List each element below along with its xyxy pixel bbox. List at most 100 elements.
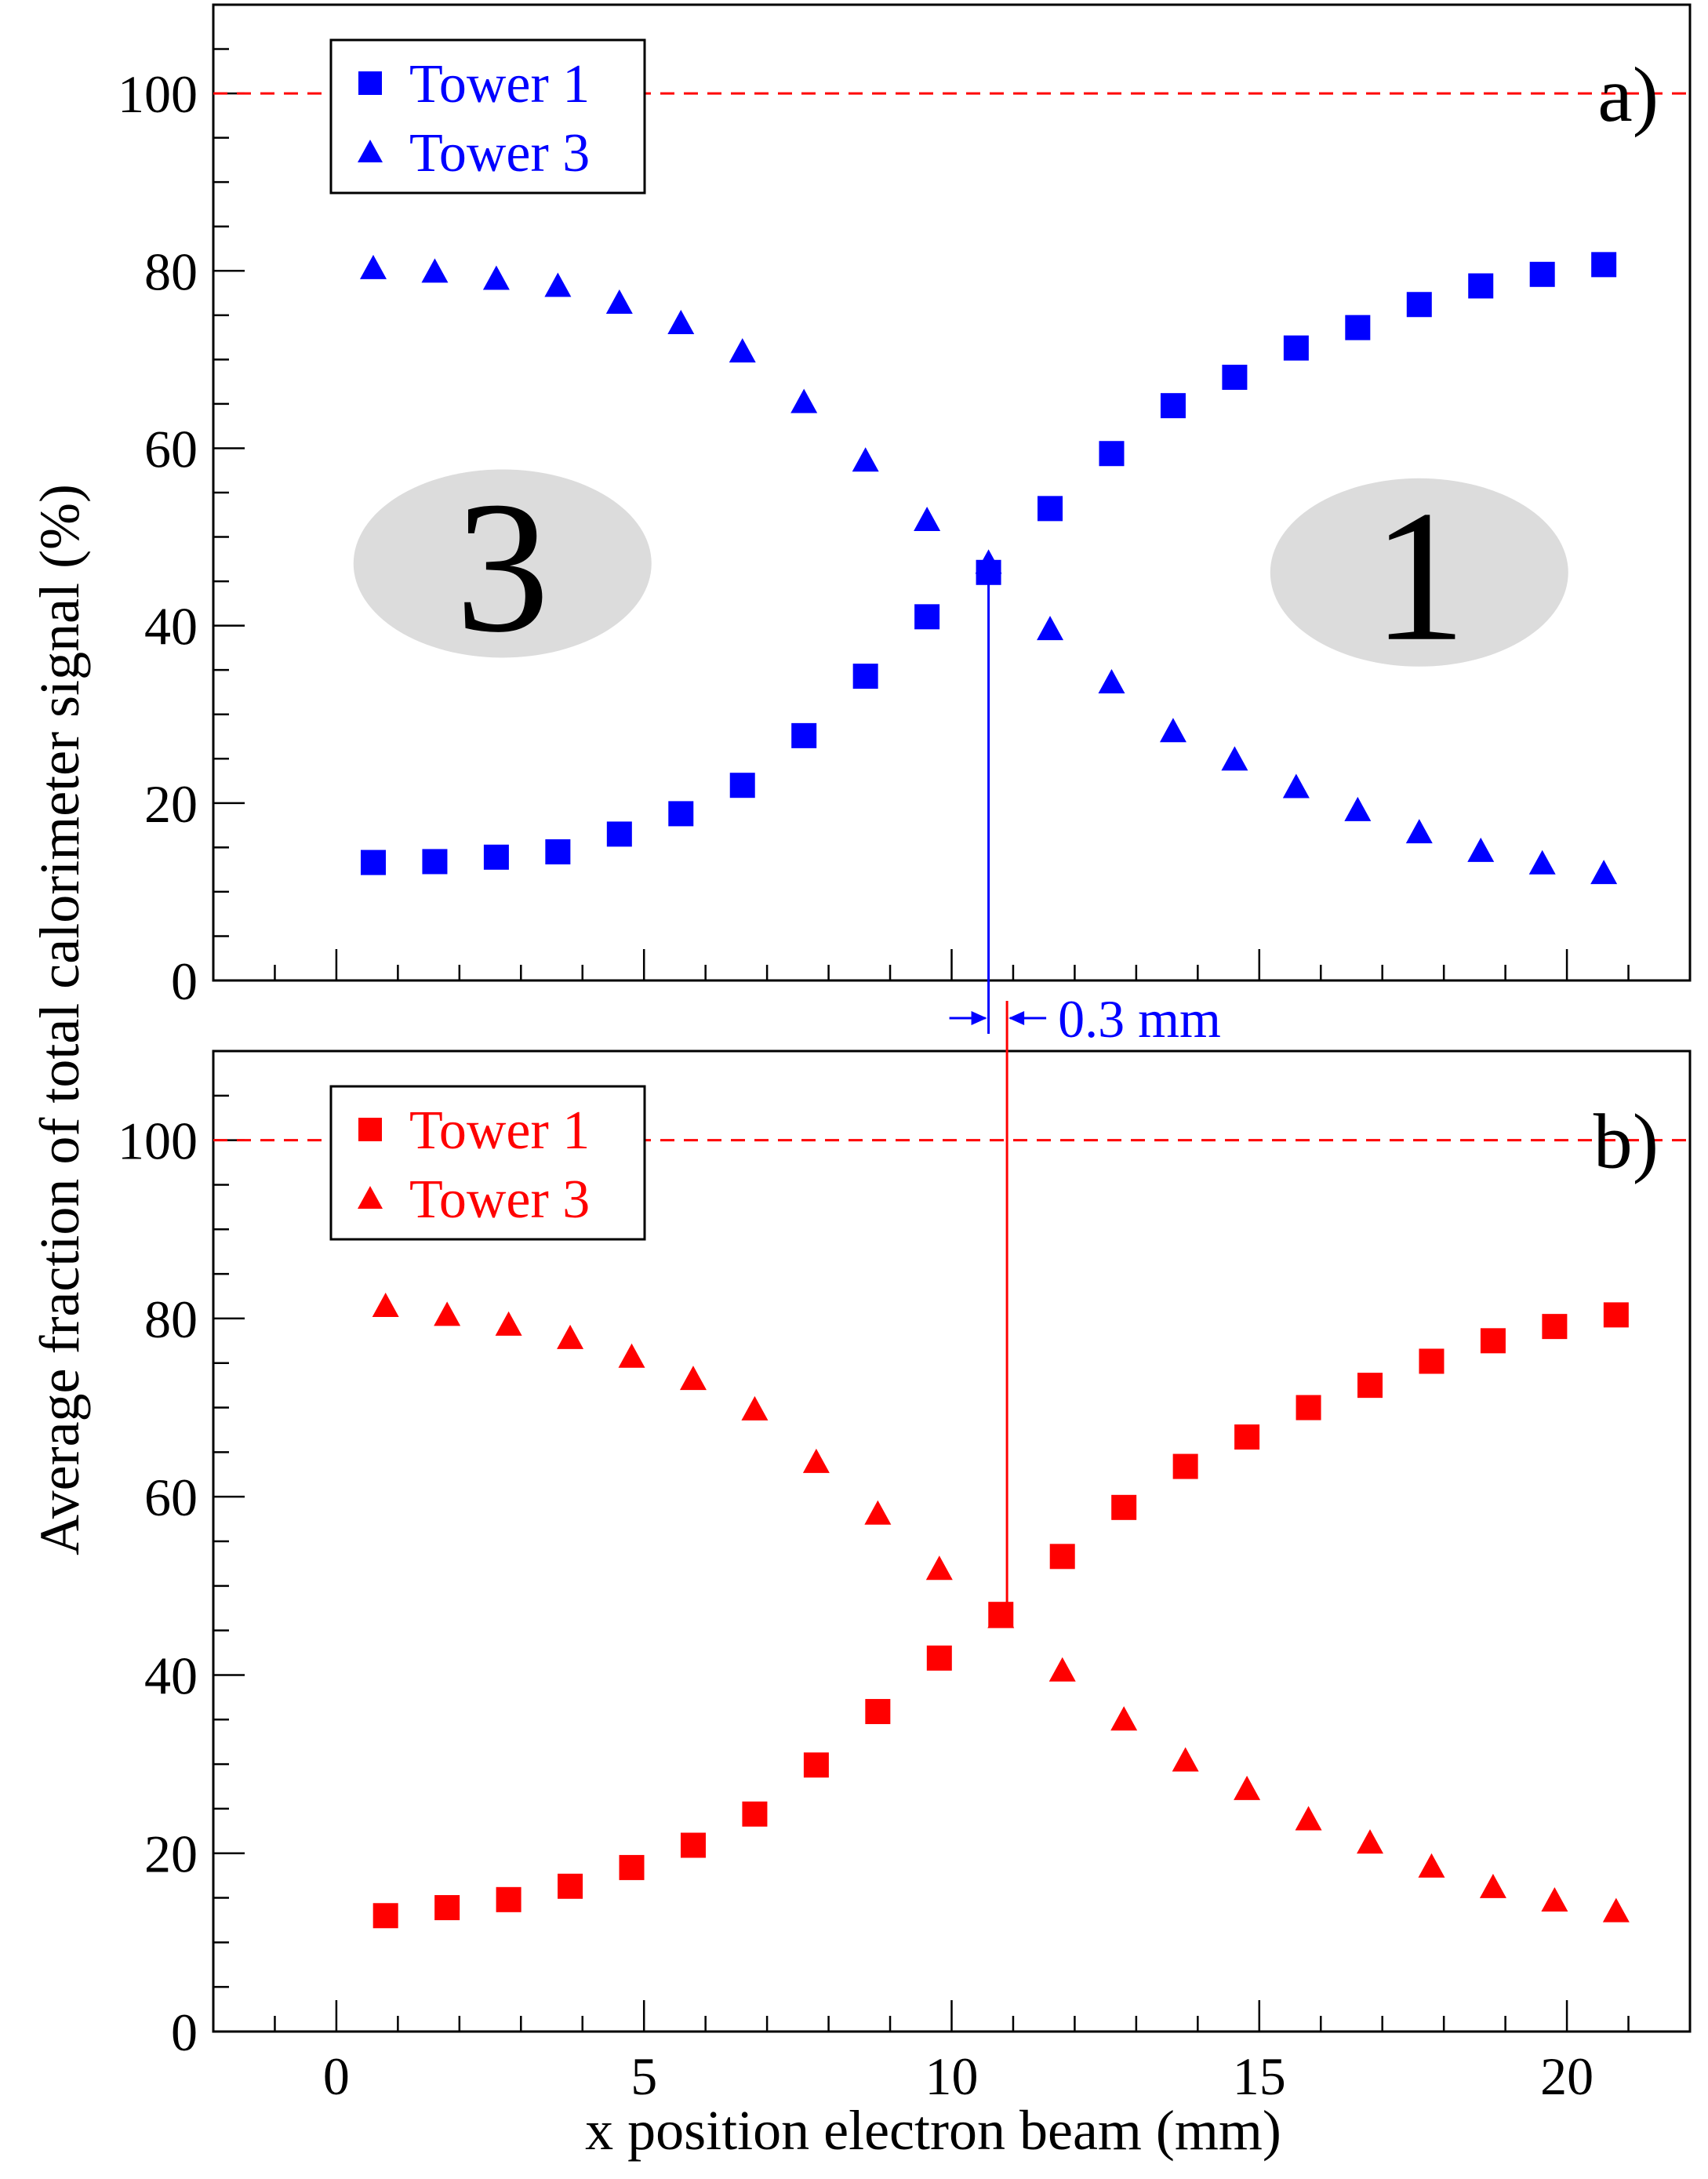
data-point-triangle [1467,837,1495,862]
data-point-triangle [495,1311,522,1336]
y-tick-label: 80 [144,242,198,301]
data-point-triangle [359,254,387,279]
data-point-square [1038,496,1063,522]
data-point-square [865,1699,891,1725]
data-point-triangle [741,1395,769,1421]
data-point-triangle [544,272,572,297]
x-axis-title: x position electron beam (mm) [585,2099,1281,2162]
data-point-triangle [1295,1806,1322,1831]
data-point-square [1419,1348,1445,1374]
data-point-square [619,1854,645,1880]
tower-region-ellipse [353,469,652,658]
panel-label: a) [1597,51,1659,138]
y-tick-label: 20 [144,774,198,834]
data-point-triangle [1590,860,1618,885]
x-tick-label: 15 [1233,2046,1286,2106]
data-point-triangle [679,1366,707,1391]
data-point-triangle [987,1603,1015,1628]
data-point-triangle [1282,773,1310,798]
y-tick-label: 0 [171,2003,198,2062]
data-point-triangle [1159,718,1187,743]
legend-box [329,1085,646,1241]
data-point-triangle [482,265,510,290]
panel-label: b) [1594,1098,1659,1185]
data-point-square [422,849,448,875]
y-tick-label: 100 [118,1111,198,1171]
data-point-triangle [434,1301,461,1326]
y-tick-label: 40 [144,1646,198,1705]
legend-entry-label: Tower 3 [409,123,590,184]
data-point-square [360,849,386,875]
data-point-triangle [1528,849,1556,875]
data-point-triangle [802,1448,830,1473]
legend-triangle-marker [358,1186,383,1209]
data-point-square [372,1903,398,1929]
series-tower-1 [372,1302,1629,1929]
data-point-triangle [1357,1829,1384,1854]
data-point-square [483,844,509,870]
y-axis-title: Average fraction of total calorimeter si… [28,484,91,1555]
data-point-triangle [790,388,818,413]
data-point-square [1468,273,1494,299]
data-point-square [545,839,571,865]
data-point-triangle [1234,1775,1261,1800]
data-point-triangle [1110,1706,1138,1731]
data-point-triangle [975,549,1002,574]
data-point-square [1296,1395,1321,1421]
data-point-square [606,821,632,847]
data-point-triangle [667,309,695,334]
panel-a: 0 20 40 60 80 100 3 1 Tower 1 Tower 3 a) [118,3,1692,1011]
data-point-square [1111,1494,1137,1520]
tower-region-label: 3 [456,462,550,671]
tower-region-label: 1 [1372,471,1466,680]
legend-entry-label: Tower 3 [409,1170,590,1230]
series-tower-3 [359,254,1618,885]
data-point-square [1591,252,1617,278]
tower-region-ellipse [1270,478,1568,667]
data-point-square [1529,261,1555,287]
y-tick-label: 60 [144,419,198,478]
y-tick-label: 0 [171,951,198,1011]
data-point-triangle [421,258,449,283]
legend-square-marker [358,1118,382,1141]
x-tick-label: 10 [925,2046,979,2106]
offset-annotation-label: 0.3 mm [1058,989,1221,1049]
data-point-triangle [1048,1657,1076,1682]
data-point-square [668,801,694,827]
legend-square-marker [358,71,382,95]
data-point-triangle [1221,746,1248,771]
data-point-square [1222,364,1248,390]
data-point-square [1406,292,1432,318]
data-point-triangle [1098,669,1125,694]
data-point-triangle [1172,1747,1199,1772]
data-point-triangle [557,1324,584,1349]
data-point-triangle [372,1293,399,1317]
legend: Tower 1 Tower 3 [329,1085,646,1241]
data-point-square [926,1645,952,1671]
data-point-square [1603,1302,1629,1328]
data-point-square [680,1832,706,1858]
x-tick-label: 20 [1540,2046,1594,2106]
legend-entry-label: Tower 1 [409,1100,590,1161]
y-tick-label: 60 [144,1468,198,1527]
y-tick-label: 80 [144,1290,198,1349]
panel-b: 0 20 40 60 80 100 0 5 10 15 20 Tower 1 Tower 3 b) [118,1049,1692,2106]
legend-box [329,38,646,195]
data-point-square [434,1895,460,1921]
data-point-square [496,1886,521,1912]
offset-annotation-group: 0.3 mm [949,563,1221,1615]
data-point-square [852,664,878,689]
data-point-square [558,1873,583,1899]
offset-arrowhead-right [1008,1011,1025,1025]
data-point-triangle [914,507,941,532]
offset-arrowhead-left [971,1011,987,1025]
data-point-square [1172,1453,1198,1479]
data-point-square [1283,335,1309,361]
y-tick-label: 100 [118,64,198,124]
data-point-triangle [1037,616,1064,641]
legend-triangle-marker [358,140,383,162]
data-point-triangle [1602,1897,1630,1923]
data-point-triangle [1479,1873,1506,1898]
data-point-triangle [1418,1853,1445,1878]
data-point-triangle [729,338,756,363]
